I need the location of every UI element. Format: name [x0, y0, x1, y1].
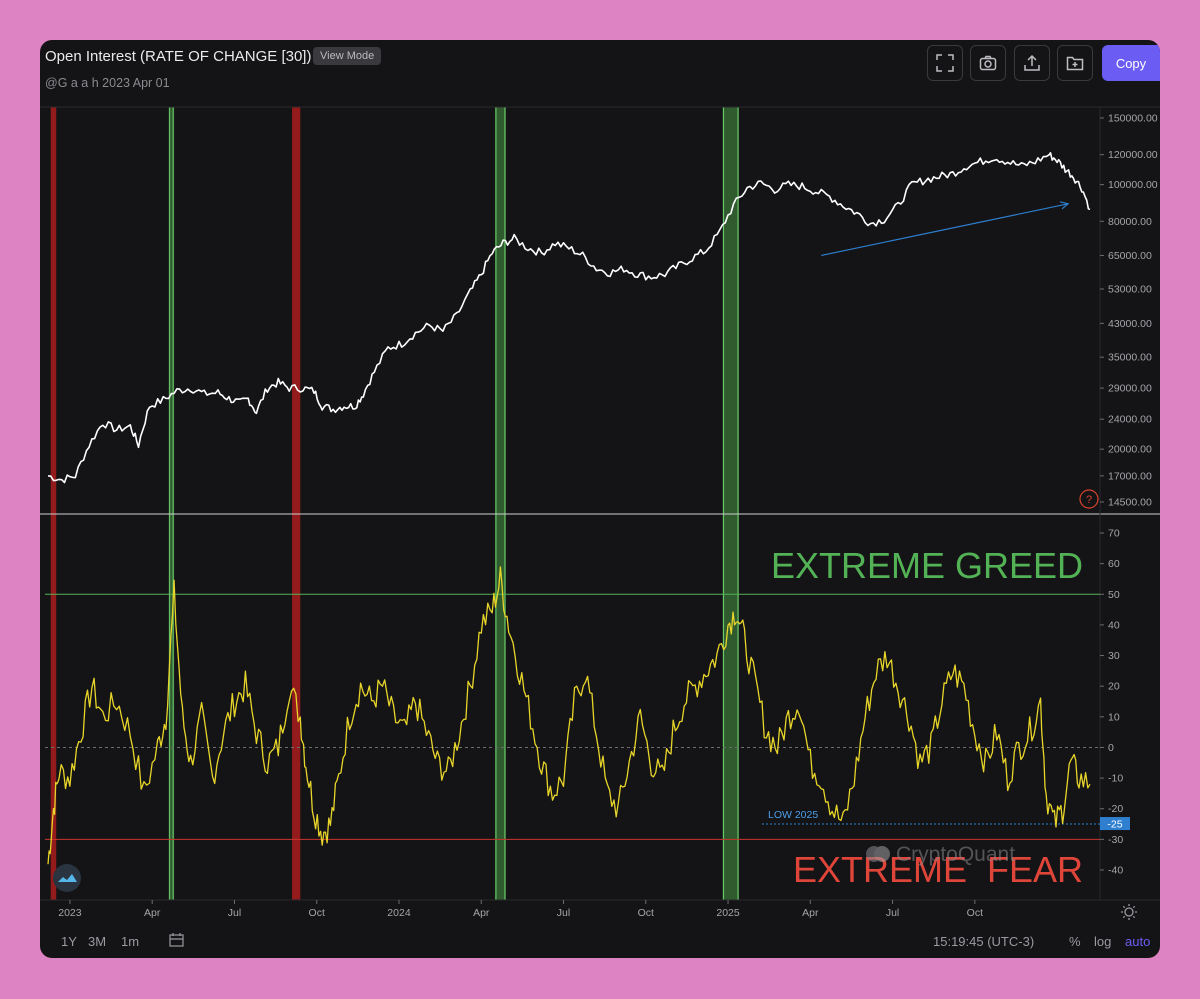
highlight-band-green-1 — [168, 107, 175, 900]
trend-arrow — [821, 203, 1069, 257]
view-mode-badge[interactable]: View Mode — [313, 47, 382, 65]
x-axis-label: Oct — [967, 907, 983, 919]
price-axis-label: 14500.00 — [1108, 497, 1152, 509]
roc-axis-label: 0 — [1108, 742, 1114, 754]
copy-button[interactable]: Copy — [1102, 45, 1160, 81]
range-1y-button[interactable]: 1Y — [61, 934, 77, 949]
date-range-icon[interactable] — [169, 933, 184, 947]
highlight-band-red-0 — [50, 107, 57, 900]
chart-card: Open Interest (RATE OF CHANGE [30]) View… — [40, 40, 1160, 958]
extreme-greed-label: EXTREME GREED — [771, 545, 1083, 586]
help-icon[interactable]: ? — [1079, 489, 1099, 509]
author-label: @G a a h 2023 Apr 01 — [45, 76, 170, 90]
settings-icon[interactable] — [1121, 904, 1137, 920]
low-2025-label: LOW 2025 — [768, 809, 818, 821]
roc-axis-label: -20 — [1108, 803, 1123, 815]
extreme-fear-label: EXTREME FEAR — [793, 849, 1083, 890]
range-3m-button[interactable]: 3M — [88, 934, 107, 949]
roc-axis-label: 60 — [1108, 558, 1120, 570]
add-folder-icon — [1066, 56, 1084, 71]
x-axis-label: Oct — [309, 907, 325, 919]
x-axis-label: 2025 — [716, 907, 740, 919]
roc-axis-label: 40 — [1108, 619, 1120, 631]
chart-title: Open Interest (RATE OF CHANGE [30]) — [45, 48, 312, 65]
rate-of-change-line — [47, 566, 1091, 865]
x-axis-label: 2024 — [387, 907, 411, 919]
roc-axis-label: 50 — [1108, 589, 1120, 601]
current-value-badge — [1100, 817, 1130, 831]
roc-axis-label: 20 — [1108, 681, 1120, 693]
price-axis-label: 53000.00 — [1108, 283, 1152, 295]
price-axis-label: 35000.00 — [1108, 352, 1152, 364]
cryptoquant-watermark: CryptoQuant — [866, 843, 1015, 866]
x-axis-label: Jul — [886, 907, 899, 919]
price-line — [47, 152, 1091, 484]
roc-axis-label: -40 — [1108, 865, 1123, 877]
chart-area: 150000.00 120000.00 100000.00 80000.00 65000… — [40, 106, 1160, 947]
price-axis-label: 80000.00 — [1108, 216, 1152, 228]
screenshot-button[interactable] — [970, 45, 1006, 81]
x-axis-label: Jul — [228, 907, 241, 919]
roc-axis-label: 10 — [1108, 711, 1120, 723]
add-folder-button[interactable] — [1057, 45, 1093, 81]
x-axis-label: Apr — [802, 907, 819, 919]
roc-axis-label: 70 — [1108, 528, 1120, 540]
log-scale-toggle[interactable]: log — [1094, 934, 1112, 949]
auto-scale-toggle[interactable]: auto — [1125, 934, 1151, 949]
highlight-band-green-4 — [722, 107, 740, 900]
price-axis-label: 20000.00 — [1108, 444, 1152, 456]
x-axis-label: Apr — [144, 907, 161, 919]
price-axis-label: 65000.00 — [1108, 250, 1152, 262]
watermark-text: CryptoQuant — [896, 843, 1015, 866]
svg-text:?: ? — [1086, 494, 1092, 506]
roc-axis-label: -30 — [1108, 834, 1123, 846]
price-axis-label: 29000.00 — [1108, 383, 1152, 395]
fullscreen-icon — [936, 54, 954, 72]
price-axis-label: 150000.00 — [1108, 113, 1158, 125]
trend-arrow-head — [1059, 201, 1070, 210]
price-axis-label: 100000.00 — [1108, 179, 1158, 191]
highlight-band-red-2 — [292, 107, 301, 900]
price-axis-label: 24000.00 — [1108, 414, 1152, 426]
share-icon — [1024, 54, 1040, 71]
cryptoquant-logo-icon — [53, 864, 81, 892]
roc-axis-label: -10 — [1108, 773, 1123, 785]
x-axis-label: 2023 — [58, 907, 82, 919]
x-axis-label: Apr — [473, 907, 490, 919]
price-axis-label: 17000.00 — [1108, 470, 1152, 482]
timestamp: 15:19:45 (UTC-3) — [933, 934, 1035, 949]
highlight-band-green-3 — [494, 107, 506, 900]
percent-scale-toggle[interactable]: % — [1069, 934, 1081, 949]
x-axis-label: Oct — [638, 907, 654, 919]
camera-icon — [979, 55, 997, 71]
x-axis-label: Jul — [557, 907, 570, 919]
current-value-text: -25 — [1107, 819, 1122, 831]
range-1m-button[interactable]: 1m — [121, 934, 140, 949]
share-button[interactable] — [1014, 45, 1050, 81]
roc-axis-label: 30 — [1108, 650, 1120, 662]
price-axis-label: 43000.00 — [1108, 318, 1152, 330]
price-axis-label: 120000.00 — [1108, 149, 1158, 161]
fullscreen-button[interactable] — [927, 45, 963, 81]
